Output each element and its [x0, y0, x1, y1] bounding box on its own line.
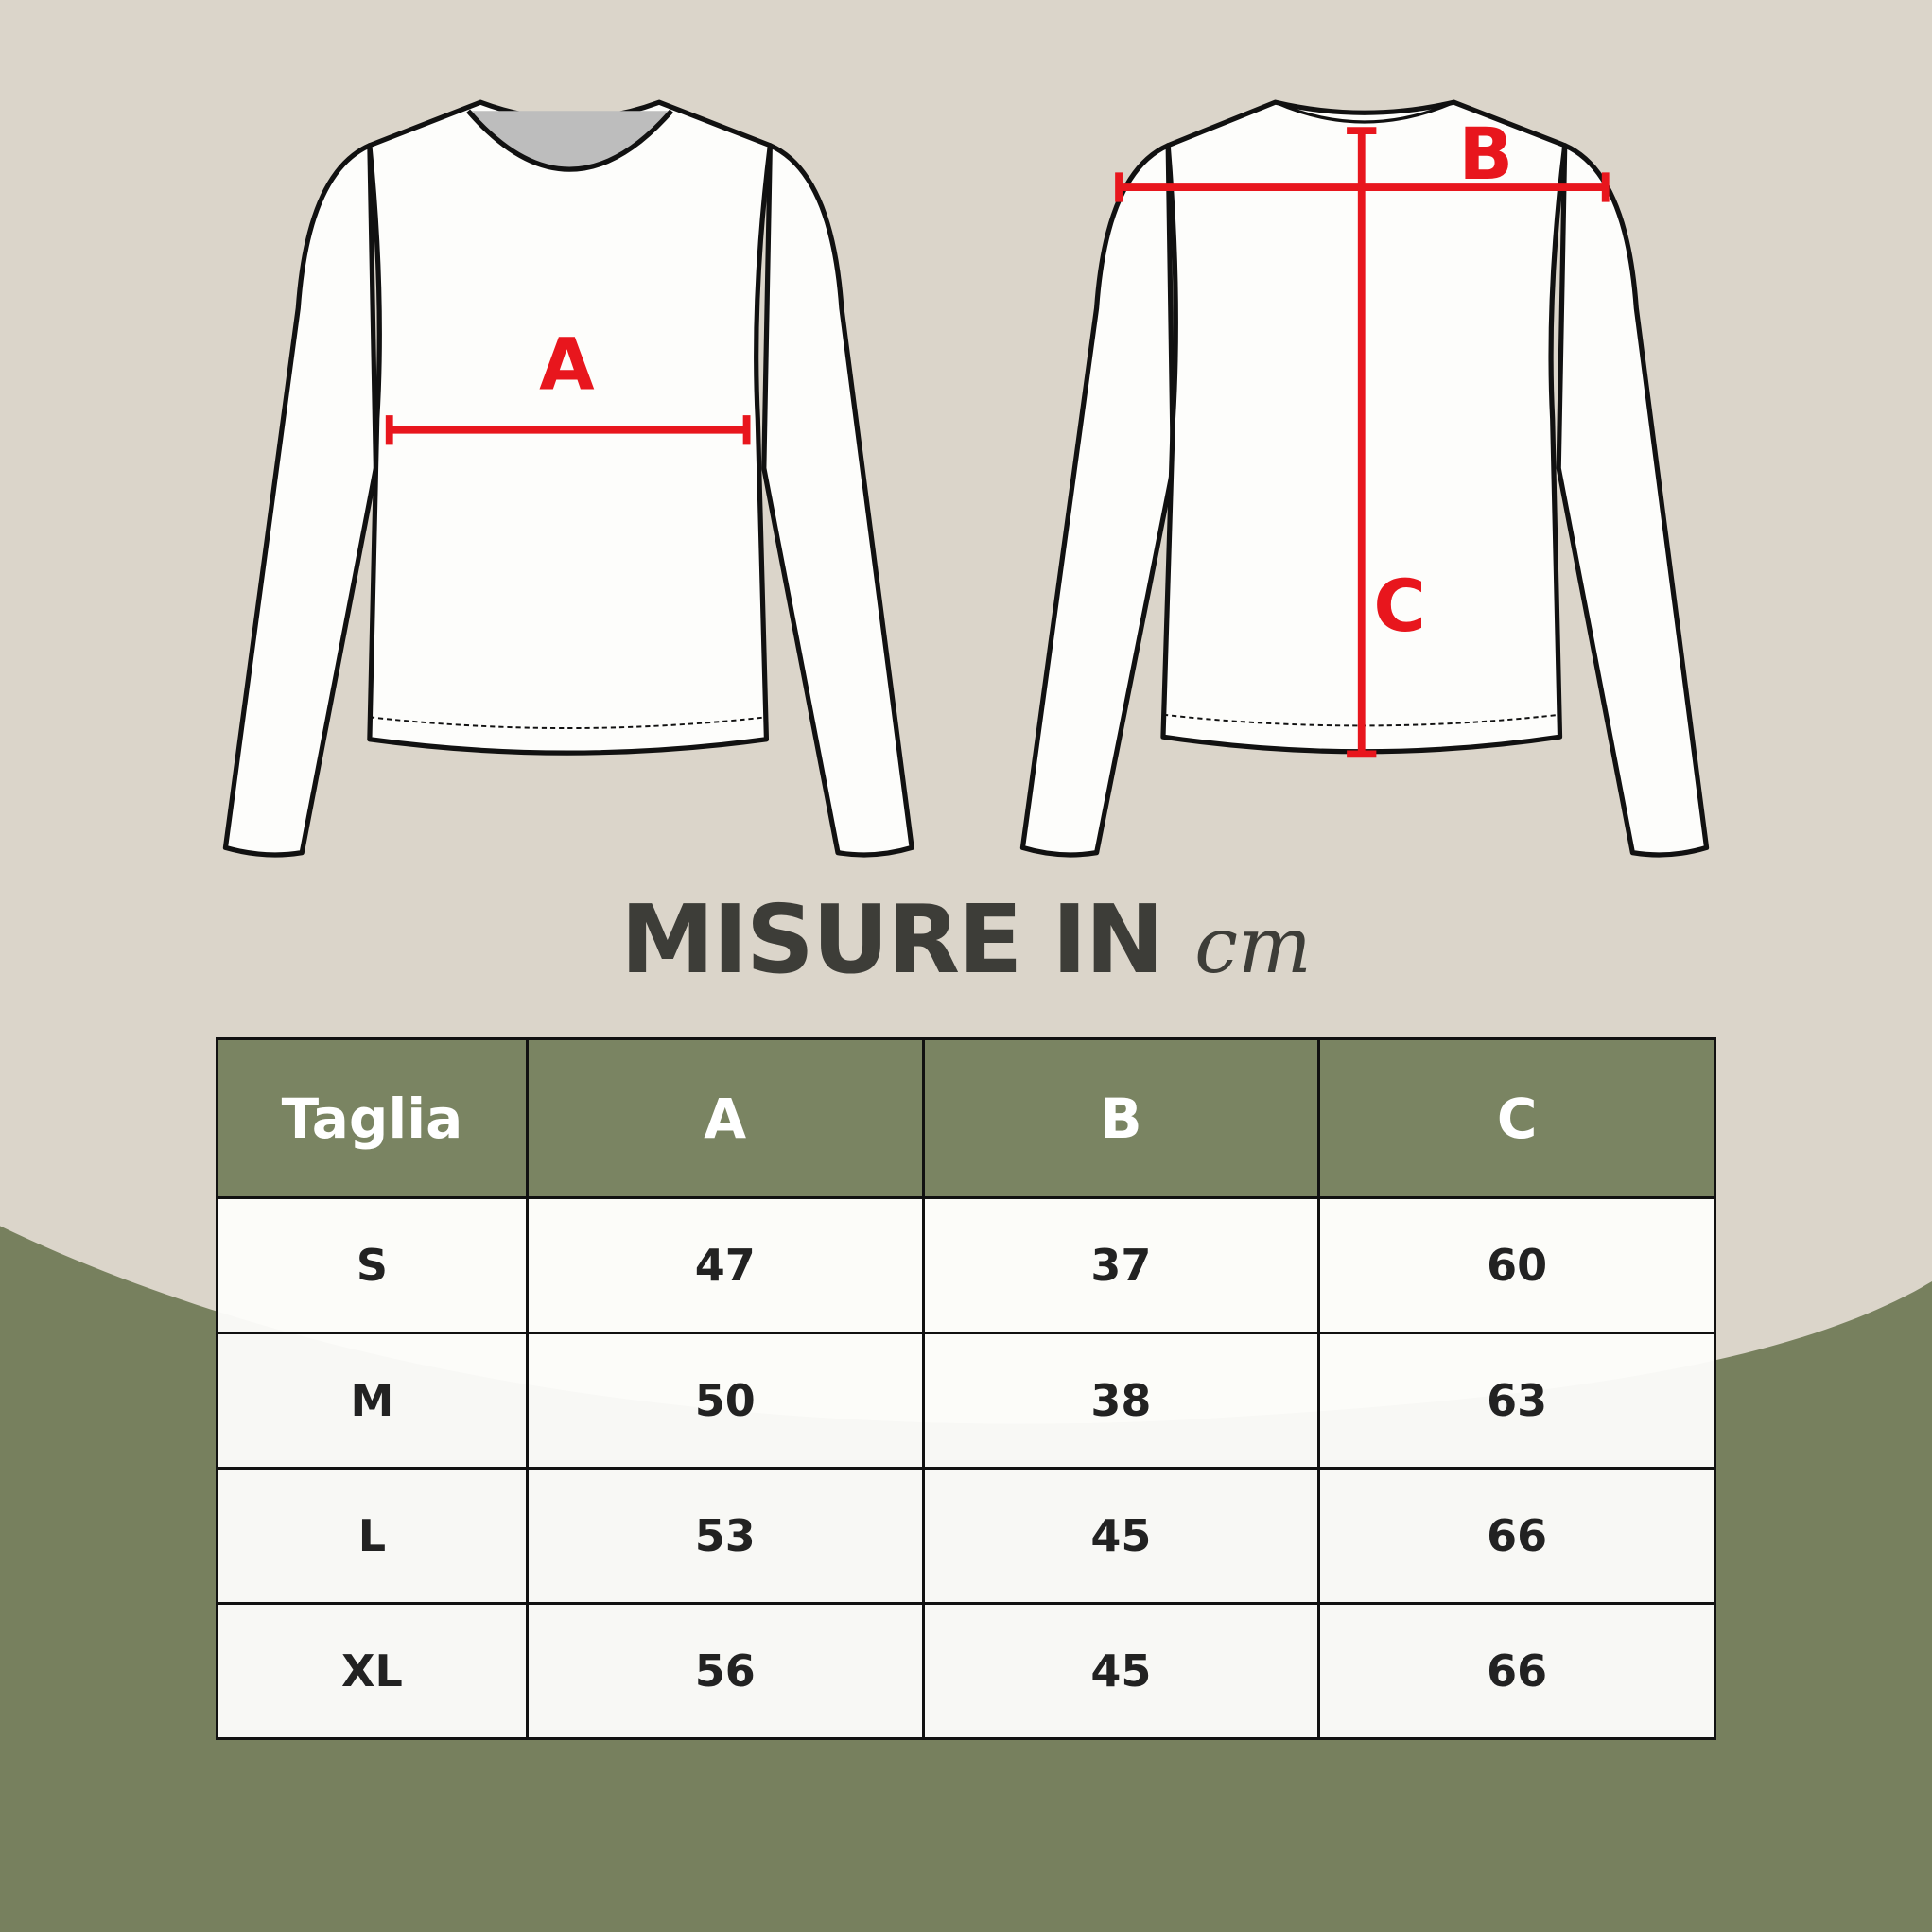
table-row: XL 56 45 66	[216, 1602, 1716, 1740]
back-shirt	[1019, 99, 1710, 858]
cell-a: 47	[525, 1196, 925, 1334]
header-c: C	[1317, 1037, 1716, 1199]
header-a: A	[525, 1037, 925, 1199]
label-a: A	[539, 323, 595, 407]
front-shirt	[222, 99, 914, 858]
page-title: MISURE IN cm	[0, 884, 1932, 995]
cell-b: 45	[921, 1602, 1321, 1740]
header-b: B	[921, 1037, 1321, 1199]
cell-c: 63	[1317, 1332, 1716, 1470]
cell-a: 53	[525, 1467, 925, 1605]
cell-size: M	[216, 1332, 529, 1470]
cell-size: S	[216, 1196, 529, 1334]
measure-a-line	[385, 415, 751, 445]
cell-b: 38	[921, 1332, 1321, 1470]
cell-c: 60	[1317, 1196, 1716, 1334]
measure-lines	[385, 127, 1610, 758]
cell-b: 45	[921, 1467, 1321, 1605]
label-b: B	[1459, 113, 1514, 196]
header-taglia: Taglia	[216, 1037, 529, 1199]
table-row: M 50 38 63	[216, 1332, 1716, 1470]
cell-a: 56	[525, 1602, 925, 1740]
cell-size: XL	[216, 1602, 529, 1740]
cell-c: 66	[1317, 1602, 1716, 1740]
cell-c: 66	[1317, 1467, 1716, 1605]
cell-b: 37	[921, 1196, 1321, 1334]
title-unit: cm	[1194, 901, 1312, 991]
size-table: Taglia A B C S 47 37 60 M 50 38 63 L 53 …	[216, 1037, 1716, 1740]
header-row: Taglia A B C	[216, 1037, 1716, 1199]
table-row: S 47 37 60	[216, 1196, 1716, 1334]
title-main: MISURE IN	[620, 884, 1164, 995]
label-c: C	[1373, 565, 1425, 648]
cell-a: 50	[525, 1332, 925, 1470]
table-row: L 53 45 66	[216, 1467, 1716, 1605]
cell-size: L	[216, 1467, 529, 1605]
measure-c-line	[1347, 127, 1377, 758]
